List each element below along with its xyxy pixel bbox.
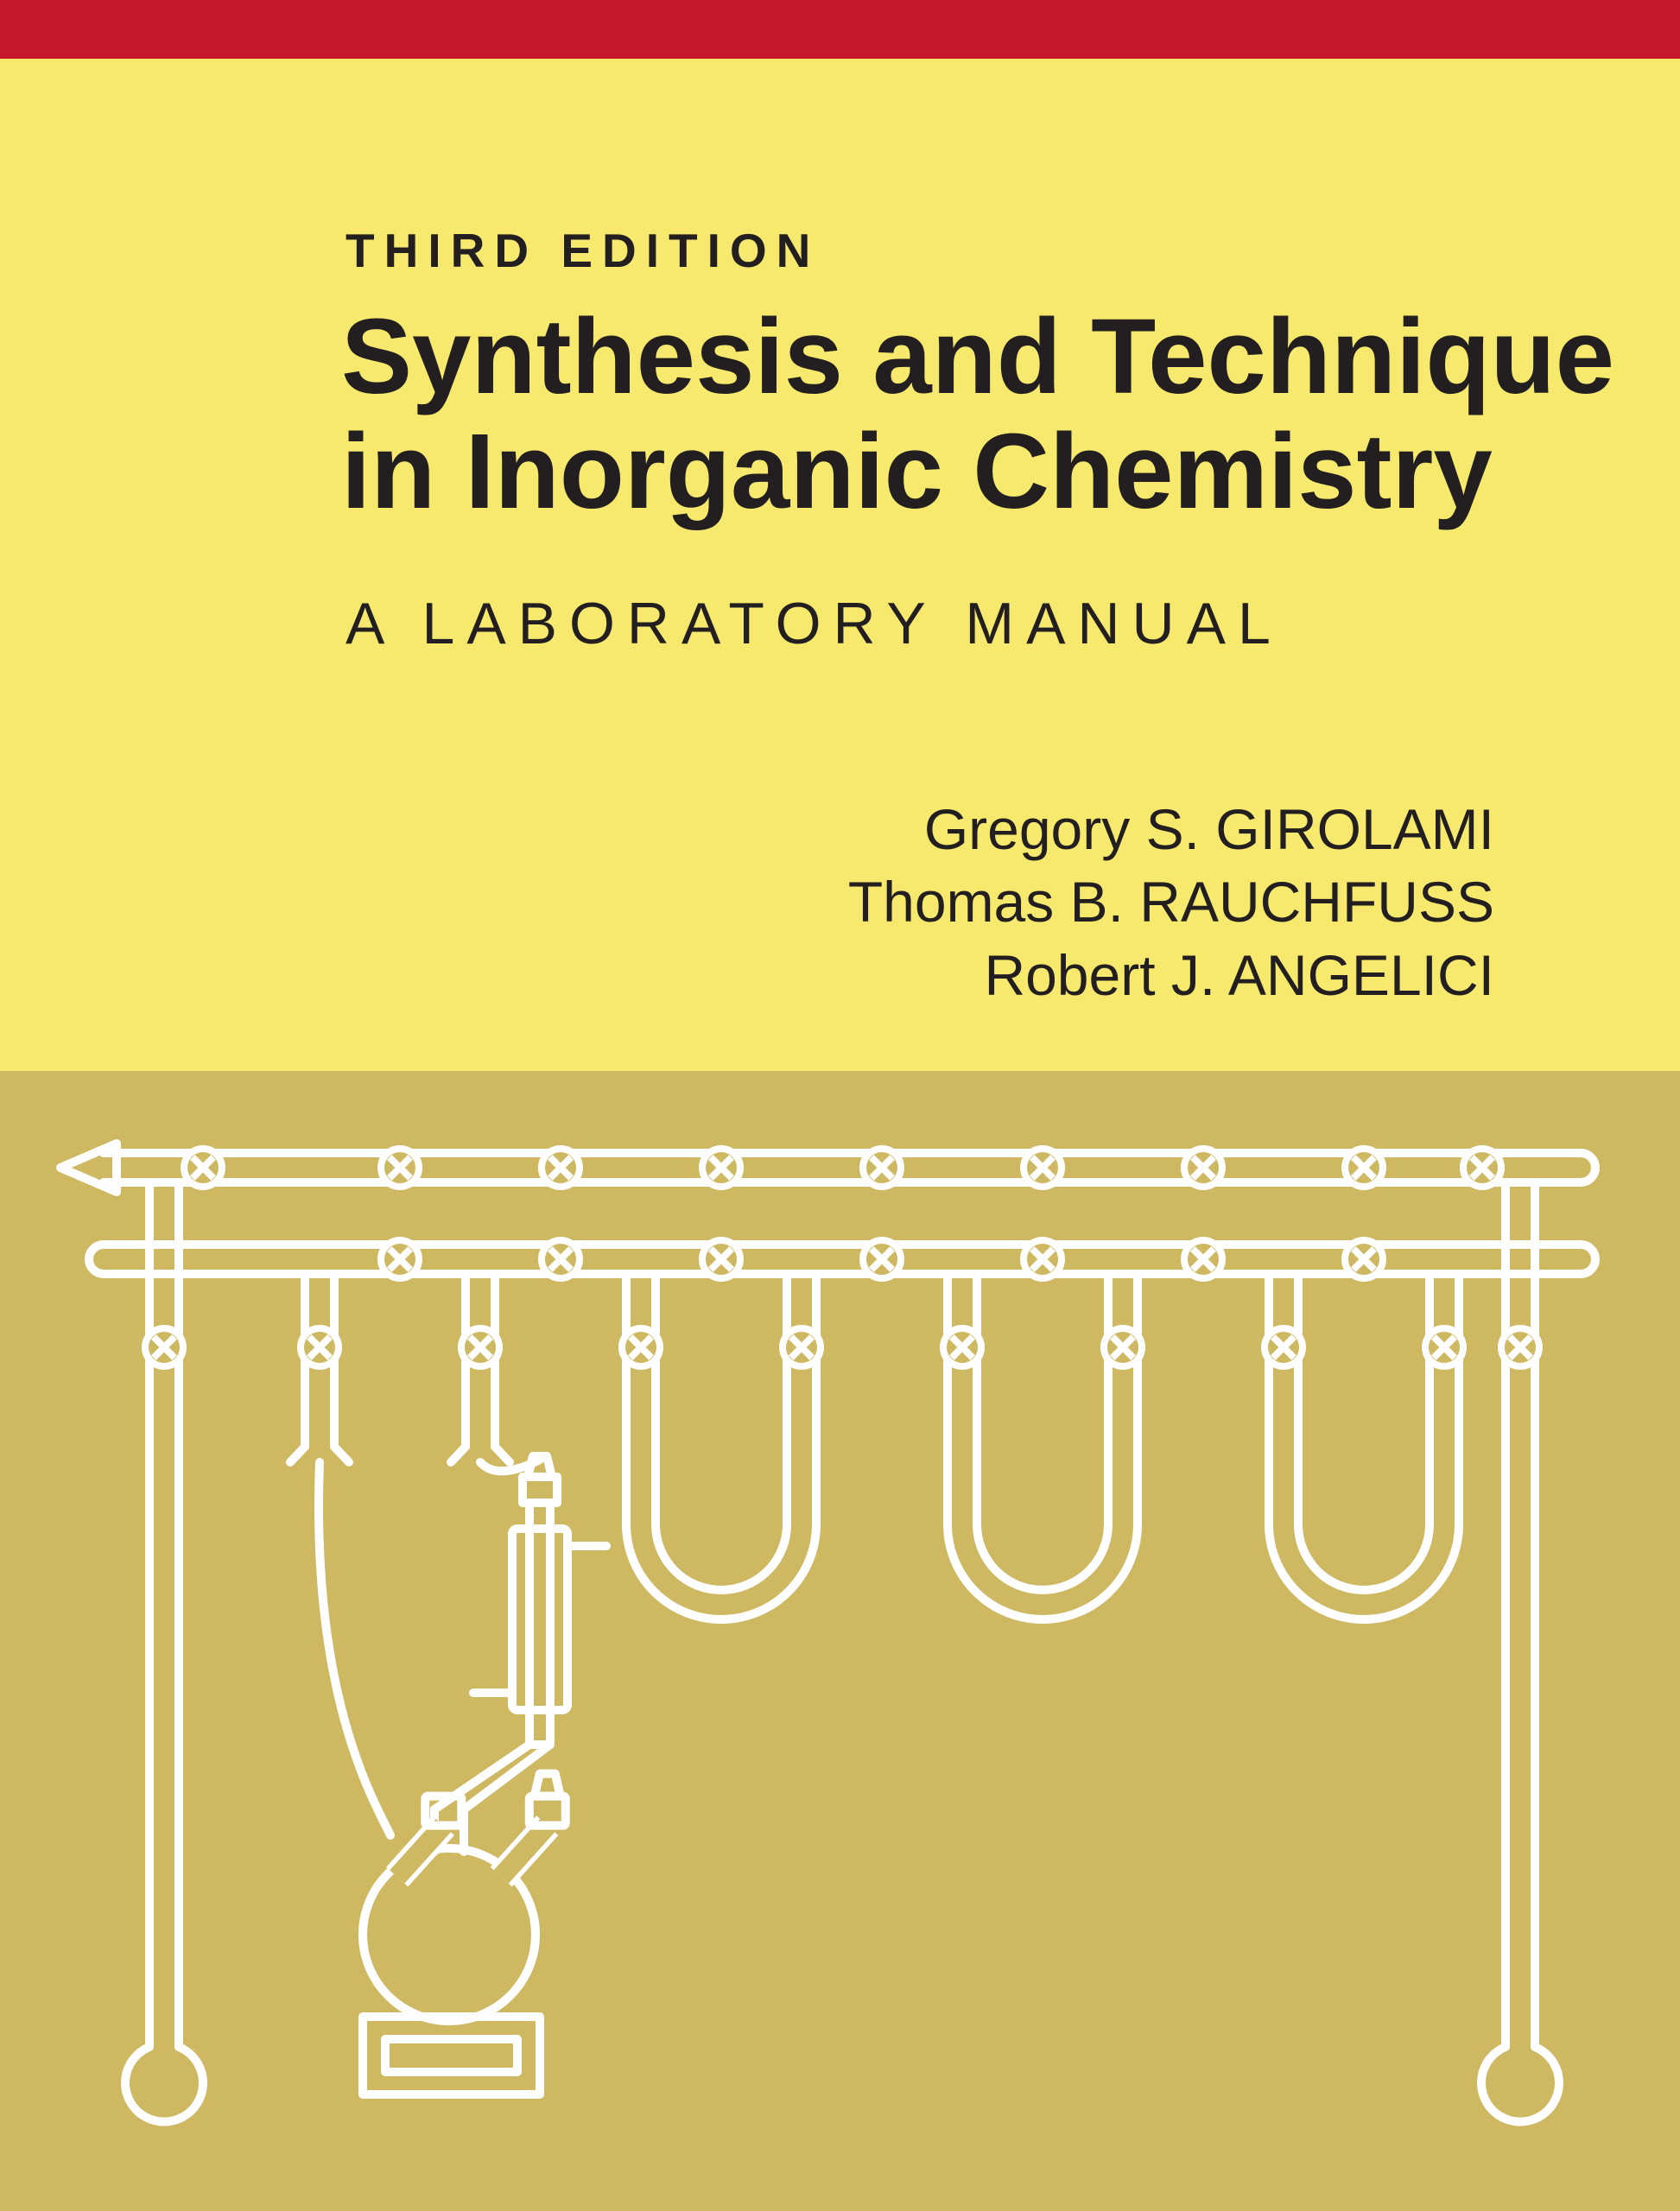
edition-label: THIRD EDITION <box>346 223 820 278</box>
author-line: Thomas B. RAUCHFUSS <box>848 865 1494 938</box>
schlenk-line-diagram <box>0 1071 1680 2211</box>
book-title: Synthesis and Technique in Inorganic Che… <box>341 301 1614 530</box>
upper-panel: THIRD EDITION Synthesis and Technique in… <box>0 59 1680 1071</box>
title-line-2: in Inorganic Chemistry <box>341 413 1493 531</box>
book-cover: THIRD EDITION Synthesis and Technique in… <box>0 0 1680 2211</box>
diagram-svg <box>0 1071 1680 2211</box>
author-line: Gregory S. GIROLAMI <box>848 793 1494 865</box>
top-accent-bar <box>0 0 1680 59</box>
authors-block: Gregory S. GIROLAMIThomas B. RAUCHFUSSRo… <box>848 793 1494 1011</box>
title-line-1: Synthesis and Technique <box>341 298 1614 416</box>
author-line: Robert J. ANGELICI <box>848 939 1494 1011</box>
book-subtitle: A LABORATORY MANUAL <box>346 590 1283 657</box>
